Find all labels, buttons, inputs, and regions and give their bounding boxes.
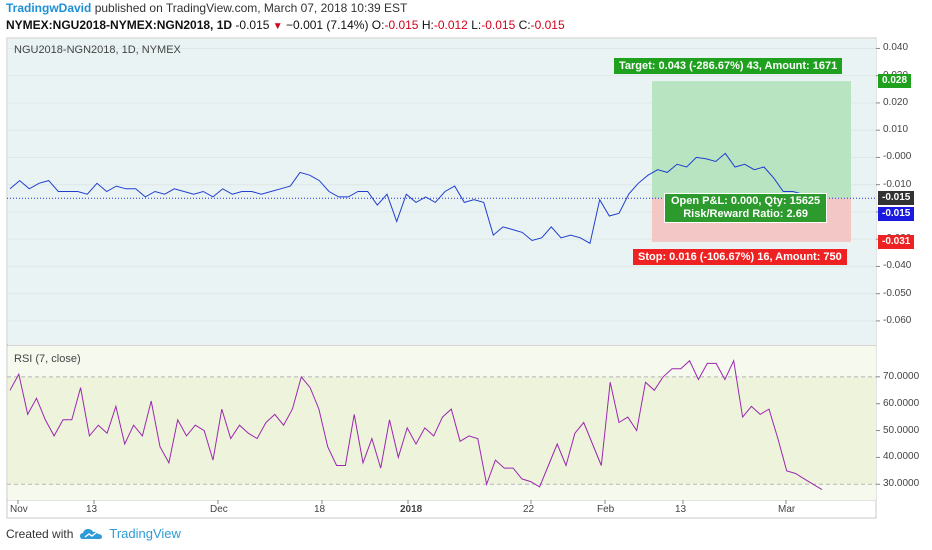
rsi-tick-label: 60.0000 <box>883 397 920 409</box>
rsi-tick-label: 30.0000 <box>883 478 920 490</box>
tradingview-cloud-icon <box>80 528 103 539</box>
rsi-layer <box>7 346 876 500</box>
rsi-tick-label: 40.0000 <box>883 451 920 463</box>
footer: Created with TradingView <box>6 526 181 541</box>
rsi-tick-label: 70.0000 <box>883 370 920 382</box>
price-tick-label: -0.060 <box>883 314 912 326</box>
time-tick-label: 13 <box>675 504 687 515</box>
author-name[interactable]: TradingwDavid <box>6 1 92 15</box>
price-tick-label: 0.010 <box>883 124 909 136</box>
close-label: C: <box>518 18 531 32</box>
down-triangle-icon: ▼ <box>272 21 283 32</box>
main-pane-title[interactable]: NGU2018-NGN2018, 1D, NYMEX <box>14 44 181 56</box>
time-tick-label: Feb <box>597 504 615 515</box>
last-price-tag: -0.015 <box>878 206 915 221</box>
close-value: -0.015 <box>530 18 565 32</box>
target-zone[interactable] <box>652 81 851 199</box>
open-label: O: <box>371 18 385 32</box>
price-tick-label: 0.020 <box>883 96 909 108</box>
time-tick-label: Mar <box>778 504 796 515</box>
time-tick-label: Dec <box>210 504 228 515</box>
symbol-line: NYMEX:NGU2018-NYMEX:NGN2018, 1D -0.015 ▼… <box>6 18 565 32</box>
risk-reward-text: Risk/Reward Ratio: 2.69 <box>683 208 808 220</box>
stop-label[interactable]: Stop: 0.016 (-106.67%) 16, Amount: 750 <box>633 249 847 265</box>
symbol-name[interactable]: NYMEX:NGU2018-NYMEX:NGN2018, 1D <box>6 18 233 32</box>
pnl-text: Open P&L: 0.000, Qty: 15625 <box>671 195 821 207</box>
open-value: -0.015 <box>384 18 419 32</box>
price-tick-label: -0.000 <box>883 151 912 163</box>
price-tick-label: -0.040 <box>883 260 912 272</box>
publish-line: TradingwDavid published on TradingView.c… <box>6 1 407 15</box>
price-tag: -0.031 <box>878 234 915 249</box>
price-tick-label: -0.050 <box>883 287 912 299</box>
publish-info: published on TradingView.com, March 07, … <box>91 1 408 15</box>
price-axis-ticks <box>876 47 880 485</box>
rsi-band <box>8 376 876 485</box>
rsi-tick-label: 50.0000 <box>883 424 920 436</box>
price-change: −0.001 (7.14%) <box>286 18 369 32</box>
time-axis-ticks <box>17 500 787 504</box>
low-label: L: <box>471 18 482 32</box>
time-tick-label: Nov <box>10 504 28 515</box>
high-label: H: <box>421 18 434 32</box>
time-tick-label: 2018 <box>400 504 423 515</box>
pnl-box[interactable]: Open P&L: 0.000, Qty: 15625 Risk/Reward … <box>664 193 828 223</box>
low-value: -0.015 <box>481 18 516 32</box>
time-tick-label: 13 <box>86 504 98 515</box>
last-price: -0.015 <box>235 18 270 32</box>
tradingview-brand[interactable]: TradingView <box>109 526 181 541</box>
price-tick-label: 0.040 <box>883 42 909 54</box>
spread-price-line[interactable] <box>9 152 823 245</box>
time-tick-label: 18 <box>314 504 326 515</box>
created-with-text: Created with <box>6 526 74 541</box>
price-layer <box>7 152 876 245</box>
price-tag: 0.028 <box>878 74 912 89</box>
price-tag: -0.015 <box>878 191 915 206</box>
high-value: -0.012 <box>433 18 468 32</box>
time-tick-label: 22 <box>523 504 535 515</box>
rsi-line[interactable] <box>9 359 823 491</box>
target-label[interactable]: Target: 0.043 (-286.67%) 43, Amount: 167… <box>614 58 843 74</box>
rsi-pane-title[interactable]: RSI (7, close) <box>14 353 81 365</box>
price-tick-label: -0.010 <box>883 178 912 190</box>
